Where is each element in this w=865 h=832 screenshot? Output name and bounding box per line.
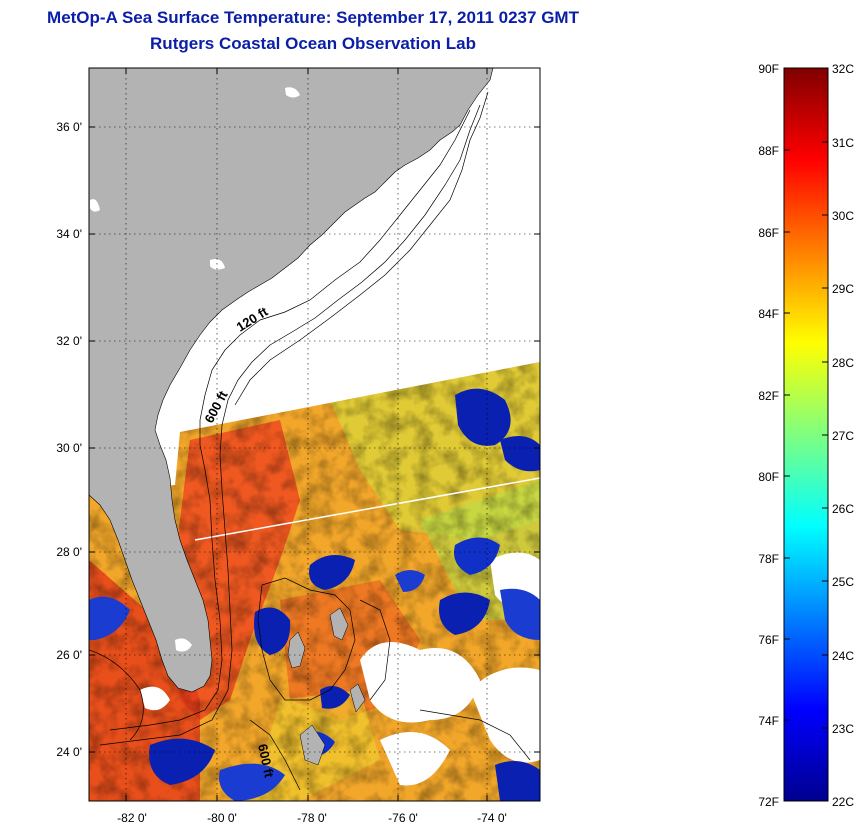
lon-label: -76 0' [388, 811, 418, 825]
colorbar-c-label: 27C [832, 429, 854, 443]
map-subtitle: Rutgers Coastal Ocean Observation Lab [150, 34, 476, 53]
colorbar-c-label: 26C [832, 502, 854, 516]
colorbar: 90F 88F 86F 84F 82F 80F 78F 76F 74F 72F … [758, 62, 854, 809]
lon-label: -80 0' [207, 811, 237, 825]
bathymetry-contours [89, 91, 531, 791]
lon-label: -82 0' [117, 811, 147, 825]
colorbar-f-label: 78F [758, 552, 779, 566]
colorbar-f-label: 74F [758, 714, 779, 728]
colorbar-c-label: 31C [832, 136, 854, 150]
colorbar-c-label: 22C [832, 795, 854, 809]
colorbar-f-label: 76F [758, 633, 779, 647]
lat-label: 32 0' [56, 334, 82, 348]
colorbar-c-label: 24C [832, 649, 854, 663]
lat-label: 36 0' [56, 120, 82, 134]
colorbar-f-label: 84F [758, 307, 779, 321]
colorbar-f-label: 86F [758, 226, 779, 240]
coastline-land [89, 68, 494, 766]
map-title: MetOp-A Sea Surface Temperature: Septemb… [47, 8, 579, 27]
lat-label: 34 0' [56, 227, 82, 241]
map-frame [88, 67, 541, 802]
colorbar-c-label: 25C [832, 575, 854, 589]
lat-label: 26 0' [56, 648, 82, 662]
colorbar-c-label: 32C [832, 62, 854, 76]
colorbar-c-label: 23C [832, 722, 854, 736]
colorbar-f-label: 90F [758, 62, 779, 76]
lon-label: -74 0' [477, 811, 507, 825]
colorbar-c-label: 28C [832, 356, 854, 370]
colorbar-gradient [783, 67, 829, 802]
lat-label: 30 0' [56, 441, 82, 455]
lat-label: 28 0' [56, 545, 82, 559]
colorbar-f-label: 72F [758, 795, 779, 809]
axis-ticks [89, 68, 540, 801]
colorbar-c-label: 29C [832, 282, 854, 296]
lon-label: -78 0' [297, 811, 327, 825]
colorbar-f-label: 88F [758, 144, 779, 158]
latitude-labels: 36 0' 34 0' 32 0' 30 0' 28 0' 26 0' 24 0… [56, 120, 82, 759]
colorbar-f-label: 82F [758, 389, 779, 403]
contour-label-600ft-south: 600 ft [255, 743, 277, 780]
colorbar-c-label: 30C [832, 209, 854, 223]
longitude-labels: -82 0' -80 0' -78 0' -76 0' -74 0' [117, 811, 507, 825]
lat-label: 24 0' [56, 745, 82, 759]
colorbar-f-label: 80F [758, 470, 779, 484]
graticule [89, 68, 540, 801]
